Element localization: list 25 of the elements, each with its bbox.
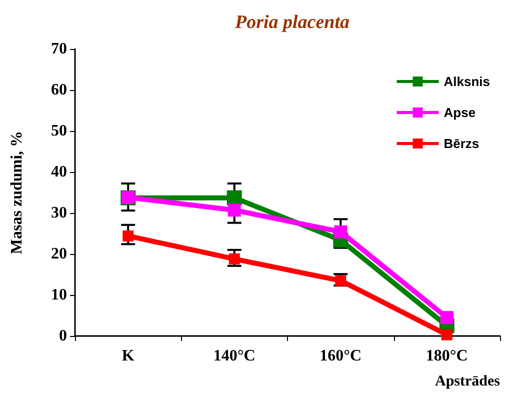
- y-tick-label: 70: [51, 40, 67, 58]
- y-tick-label: 20: [51, 246, 67, 262]
- point: [335, 275, 346, 286]
- y-tick-label: 50: [51, 122, 67, 140]
- y-tick-label: 30: [51, 204, 67, 222]
- x-tick-label: 160°C: [320, 348, 362, 364]
- point: [122, 230, 134, 242]
- y-axis-title: Masas zudumi, %: [8, 130, 26, 254]
- y-tick-label: 60: [51, 82, 67, 98]
- x-tick-label: 140°C: [213, 348, 256, 364]
- y-tick-label: 10: [51, 286, 67, 304]
- legend-label: Apse: [444, 105, 476, 120]
- point: [228, 253, 240, 264]
- legend-label: Bērzs: [444, 136, 480, 151]
- legend-label: Alksnis: [444, 74, 490, 89]
- x-tick-label: K: [122, 348, 135, 364]
- x-tick-label: 180°C: [426, 348, 468, 364]
- y-tick-label: 0: [59, 328, 67, 344]
- point: [441, 329, 452, 340]
- x-axis-title: Apstrādes: [434, 374, 500, 390]
- point: [228, 204, 241, 217]
- point: [334, 225, 348, 238]
- y-tick-label: 40: [51, 164, 67, 180]
- chart-title: Poria placenta: [234, 12, 350, 33]
- point: [440, 311, 454, 324]
